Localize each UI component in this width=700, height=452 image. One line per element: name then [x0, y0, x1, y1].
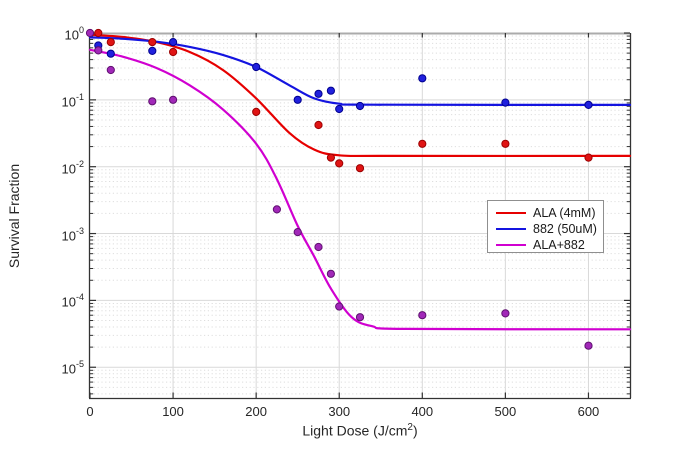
y-tick-base: 10: [61, 161, 76, 177]
x-tick-label: 600: [577, 404, 600, 419]
y-tick-label: 100: [36, 25, 84, 41]
legend-entry-ala: ALA (4mM): [496, 205, 603, 221]
data-point-0: [501, 139, 510, 148]
data-point-1: [584, 100, 593, 110]
x-axis-label-text: Light Dose (J/cm: [302, 422, 408, 439]
x-tick-label: 300: [328, 404, 351, 419]
data-point-2: [106, 65, 115, 75]
legend-entry-882: 882 (50uM): [496, 221, 603, 237]
data-point-0: [94, 28, 103, 38]
y-tick-exponent: -2: [75, 158, 84, 169]
data-point-1: [418, 74, 427, 83]
y-axis-label: Survival Fraction: [6, 163, 22, 269]
data-point-1: [335, 104, 344, 114]
data-point-0: [148, 38, 157, 47]
legend-label: ALA (4mM): [533, 206, 596, 220]
x-tick-label: 200: [245, 404, 267, 419]
y-tick-exponent: -5: [75, 359, 84, 370]
data-point-1: [148, 46, 157, 56]
legend-label: 882 (50uM): [533, 222, 597, 236]
data-point-2: [94, 46, 103, 55]
data-point-0: [169, 47, 178, 57]
legend-label: ALA+882: [533, 238, 585, 252]
data-point-1: [106, 49, 115, 58]
data-point-0: [355, 164, 365, 173]
data-point-1: [355, 101, 365, 111]
data-point-2: [272, 205, 281, 214]
y-tick-label: 10-1: [36, 92, 84, 108]
legend-line-sample-red: [496, 212, 526, 214]
data-point-2: [418, 311, 427, 320]
data-point-1: [326, 86, 335, 95]
data-point-1: [169, 38, 178, 47]
data-point-0: [106, 38, 115, 47]
x-tick-label: 400: [411, 404, 434, 419]
data-point-2: [169, 95, 178, 104]
data-point-1: [293, 95, 302, 104]
data-point-0: [252, 107, 261, 117]
data-point-2: [501, 309, 510, 318]
data-point-2: [355, 313, 365, 322]
x-tick-label: 500: [494, 404, 517, 419]
data-point-2: [335, 302, 344, 311]
legend-line-sample-magenta: [496, 244, 526, 246]
y-tick-base: 10: [61, 94, 76, 110]
data-point-2: [314, 242, 323, 252]
y-tick-base: 10: [61, 227, 76, 243]
data-point-1: [252, 62, 261, 72]
y-tick-label: 10-4: [36, 292, 84, 308]
data-point-2: [584, 341, 593, 350]
fit-curve-2: [88, 48, 632, 331]
data-point-2: [326, 269, 335, 278]
legend-line-sample-blue: [496, 228, 526, 230]
x-axis-label: Light Dose (J/cm2): [230, 422, 490, 439]
data-point-0: [314, 120, 323, 130]
y-tick-base: 10: [64, 27, 79, 43]
y-tick-base: 10: [61, 361, 76, 377]
y-tick-exponent: 0: [78, 25, 84, 35]
data-point-0: [326, 153, 335, 162]
data-point-0: [418, 139, 427, 148]
x-axis-label-close-paren: ): [412, 422, 418, 439]
data-point-2: [148, 97, 157, 106]
data-point-0: [584, 153, 593, 162]
data-point-2: [293, 228, 302, 237]
x-axis-label-superscript: 2: [407, 422, 413, 433]
y-tick-base: 10: [61, 294, 76, 310]
data-point-1: [501, 98, 510, 107]
y-tick-exponent: -3: [75, 225, 84, 236]
y-tick-label: 10-3: [36, 226, 84, 242]
y-tick-exponent: -1: [75, 91, 84, 102]
legend-box: ALA (4mM) 882 (50uM) ALA+882: [487, 200, 604, 253]
y-tick-label: 10-2: [36, 159, 84, 175]
x-tick-label: 0: [86, 404, 94, 419]
data-point-1: [314, 89, 323, 98]
y-tick-label: 10-5: [36, 359, 84, 375]
legend-entry-ala-882: ALA+882: [496, 237, 603, 253]
data-point-2: [85, 28, 95, 38]
data-point-0: [335, 159, 344, 168]
y-tick-exponent: -4: [75, 292, 84, 303]
x-tick-label: 100: [162, 404, 184, 419]
